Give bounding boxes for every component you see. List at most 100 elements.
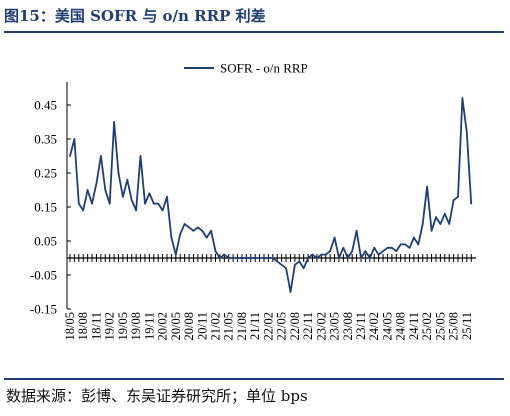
x-tick-label: 22/05 (275, 312, 289, 340)
data-point (316, 257, 318, 259)
data-point (179, 233, 182, 236)
data-point (413, 236, 415, 239)
x-tick-label: 21/11 (248, 312, 262, 340)
x-tick-label: 23/02 (314, 312, 328, 340)
data-point (435, 216, 437, 219)
y-tick-label: 0.45 (34, 98, 57, 113)
data-point (346, 257, 349, 259)
data-point (267, 257, 270, 259)
data-point (223, 253, 226, 256)
x-tick-label: 23/11 (354, 312, 368, 340)
x-tick-label: 19/05 (116, 312, 130, 340)
y-tick-label: 0.25 (34, 166, 57, 181)
x-tick-label: 23/05 (328, 312, 342, 340)
data-point (188, 226, 190, 229)
y-tick-label: -0.05 (30, 268, 57, 283)
x-tick-label: 18/11 (89, 312, 103, 340)
x-tick-label: 23/08 (341, 312, 355, 340)
data-point (333, 236, 336, 239)
data-point (263, 257, 265, 259)
data-point (126, 178, 129, 181)
series-line (69, 97, 473, 293)
y-axis: 0.45 0.35 0.25 0.15 0.05 -0.05 -0.15 (30, 82, 71, 317)
data-point (448, 223, 451, 225)
x-tick-label: 20/05 (169, 312, 183, 340)
x-tick-label: 18/08 (76, 312, 90, 340)
data-point (148, 192, 151, 195)
data-point (338, 257, 340, 259)
data-point (241, 257, 243, 259)
data-point (386, 246, 389, 249)
data-point (69, 155, 71, 157)
data-point (452, 199, 455, 202)
source-note: 数据来源：彭博、东吴证券研究所；单位 bps (6, 387, 308, 405)
x-tick-label: 21/02 (209, 312, 223, 340)
data-point (122, 195, 124, 198)
data-point (276, 260, 279, 263)
x-tick-label: 22/11 (301, 312, 315, 340)
data-point (324, 253, 327, 256)
data-point (377, 253, 380, 256)
y-tick-label: 0.15 (34, 200, 57, 215)
data-point (368, 257, 371, 259)
data-point (245, 257, 248, 259)
x-tick-label: 24/02 (367, 312, 381, 340)
data-point (183, 223, 186, 225)
y-tick-label: 0.05 (34, 234, 57, 249)
data-point (421, 223, 424, 225)
data-point (298, 260, 301, 263)
y-tick-label: 0.35 (34, 132, 57, 147)
chart: SOFR - o/n RRP 0.45 0.35 0.25 0.15 0.05 -0.05… (30, 61, 476, 340)
data-point (214, 250, 217, 253)
x-tick-label: 20/02 (156, 312, 170, 340)
data-point (117, 172, 120, 174)
data-point (364, 250, 367, 253)
series-layer (69, 97, 473, 293)
data-point (417, 243, 420, 246)
title-rule (4, 31, 504, 33)
data-point (470, 202, 473, 205)
data-point (439, 223, 442, 225)
data-point (391, 246, 393, 249)
data-point (108, 202, 111, 205)
data-point (210, 229, 213, 232)
data-point (271, 257, 274, 259)
data-point (285, 267, 287, 270)
data-point (399, 243, 402, 246)
x-tick-label: 25/08 (447, 312, 461, 340)
data-point (329, 250, 331, 253)
figure-title: 图15：美国 SOFR 与 o/n RRP 利差 (4, 7, 266, 25)
data-point (77, 202, 80, 205)
data-point (294, 263, 296, 266)
x-tick-label: 19/02 (103, 312, 117, 340)
legend: SOFR - o/n RRP (184, 61, 308, 76)
data-point (254, 257, 257, 259)
data-point (289, 291, 292, 293)
x-tick-label: 24/08 (394, 312, 408, 340)
data-point (355, 229, 358, 232)
x-tick-label: 25/02 (420, 312, 434, 340)
data-point (232, 257, 235, 259)
data-point (174, 253, 177, 256)
x-tick-label: 18/05 (63, 312, 77, 340)
data-point (100, 155, 102, 157)
data-point (104, 189, 107, 191)
data-point (360, 257, 362, 259)
data-point (205, 236, 208, 239)
x-tick-label: 25/05 (433, 312, 447, 340)
data-point (311, 253, 314, 256)
data-point (113, 121, 115, 123)
data-point (170, 236, 173, 239)
data-point (95, 182, 98, 185)
data-point (280, 263, 283, 266)
y-tick-label: -0.15 (30, 302, 57, 317)
data-point (192, 229, 195, 232)
data-point (219, 257, 221, 259)
data-point (227, 257, 230, 259)
x-tick-label: 24/05 (380, 312, 394, 340)
legend-label: SOFR - o/n RRP (220, 61, 308, 76)
x-tick-label: 24/11 (407, 312, 421, 340)
data-point (351, 250, 354, 253)
x-tick-label: 20/08 (182, 312, 196, 340)
